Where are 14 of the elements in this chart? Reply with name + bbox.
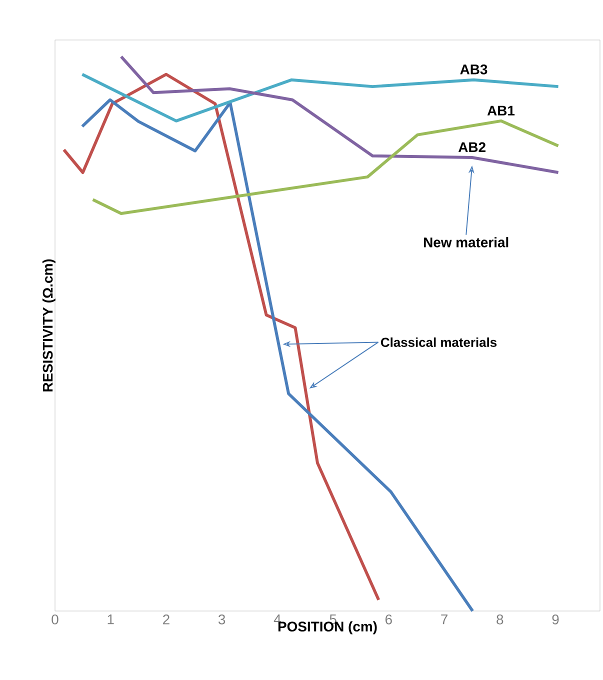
series-label: AB3: [460, 64, 488, 74]
x-tick-label: 0: [52, 614, 58, 624]
x-tick-label: 2: [163, 614, 170, 624]
x-tick-label: 8: [496, 614, 504, 624]
x-tick-label: 3: [218, 614, 226, 624]
annotation: Classical materials: [380, 337, 497, 347]
x-tick-label: 6: [385, 614, 392, 624]
annotation: New material: [424, 237, 508, 248]
x-tick-label: 7: [441, 614, 448, 624]
series-label: AB2: [458, 142, 486, 152]
x-tick-label: 1: [108, 614, 114, 624]
y-axis-title: RESISTIVITY (Ω.cm): [42, 259, 56, 392]
x-tick-label: 9: [552, 614, 559, 624]
series-label: AB1: [487, 106, 515, 116]
